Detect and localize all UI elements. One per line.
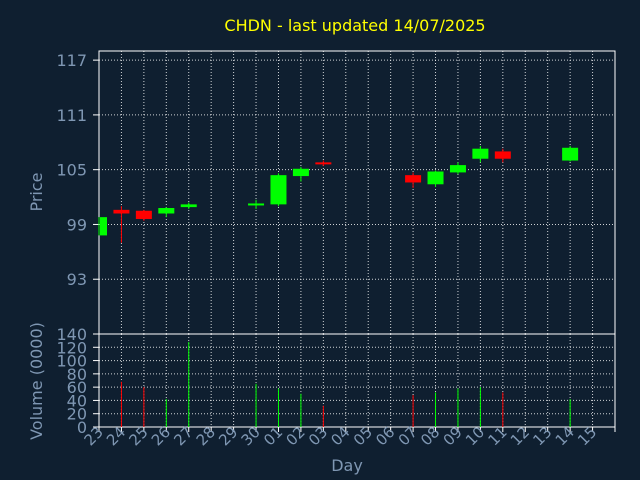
candle-body — [270, 175, 287, 205]
volume-tick-label: 20 — [67, 405, 87, 424]
price-grid — [99, 51, 615, 334]
price-tick-label: 105 — [56, 161, 87, 180]
candle-body — [562, 147, 579, 161]
volume-tick-label: 100 — [56, 352, 87, 371]
volume-plot-frame — [98, 333, 616, 428]
price-axis-label: Price — [27, 172, 46, 211]
candle-body — [472, 148, 489, 159]
price-panel: 93 99 105 111 117 Price — [27, 50, 616, 335]
volume-tick-label: 0 — [77, 418, 87, 437]
volume-tick-label: 80 — [67, 365, 87, 384]
candle-body — [405, 175, 422, 183]
candle-body — [315, 162, 332, 165]
candle-body — [449, 165, 466, 173]
volume-tick-label: 120 — [56, 338, 87, 357]
volume-axis-label: Volume (0000) — [27, 322, 46, 440]
candle-body — [248, 203, 265, 206]
candle-body — [113, 209, 130, 214]
candle-body — [100, 217, 107, 236]
volume-tick-label: 60 — [67, 378, 87, 397]
candle-body — [494, 151, 511, 159]
candle-body — [427, 171, 444, 185]
price-tick-label: 117 — [56, 51, 87, 70]
price-tick-label: 99 — [67, 215, 87, 234]
candles — [98, 145, 579, 243]
x-axis-label: Day — [331, 456, 363, 475]
volume-tick-label: 40 — [67, 391, 87, 410]
price-y-ticks: 93 99 105 111 117 — [56, 51, 99, 289]
price-plot-frame — [98, 50, 616, 335]
chart-title: CHDN - last updated 14/07/2025 — [224, 16, 485, 35]
volume-bars — [120, 341, 571, 427]
volume-grid — [99, 334, 615, 427]
candle-body — [135, 210, 152, 219]
price-tick-label: 93 — [67, 270, 87, 289]
price-tick-label: 111 — [56, 106, 87, 125]
candle-body — [292, 168, 309, 177]
volume-tick-label: 140 — [56, 325, 87, 344]
candle-body — [180, 204, 197, 208]
candle-body — [158, 208, 175, 214]
